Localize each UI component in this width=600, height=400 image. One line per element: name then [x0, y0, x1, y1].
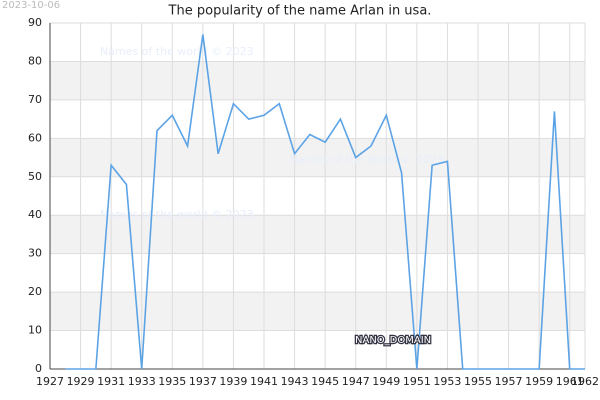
x-tick-label: 1951	[403, 375, 431, 388]
band	[50, 292, 585, 331]
line	[65, 34, 585, 370]
x-tick-label: 1927	[36, 375, 64, 388]
x-tick-label: 1945	[311, 375, 339, 388]
y-tick-label: 40	[28, 208, 42, 221]
band	[50, 215, 585, 254]
watermark: Names of the world © 2023	[100, 45, 254, 58]
x-tick-label: 1933	[128, 375, 156, 388]
x-tick-label: 1937	[189, 375, 217, 388]
y-tick-label: 60	[28, 131, 42, 144]
watermark: Names of the world © 2023	[290, 153, 444, 166]
y-tick-label: 30	[28, 247, 42, 260]
band	[50, 61, 585, 100]
x-tick-label: 1947	[342, 375, 370, 388]
x-tick-label: 1953	[433, 375, 461, 388]
y-tick-label: 50	[28, 170, 42, 183]
annotation: NANO_DOMAIN	[355, 335, 431, 346]
x-tick-label: 1931	[97, 375, 125, 388]
y-tick-label: 10	[28, 324, 42, 337]
x-tick-label: 1949	[372, 375, 400, 388]
y-tick-label: 70	[28, 93, 42, 106]
x-tick-label: 1955	[464, 375, 492, 388]
x-tick-label: 1961	[556, 375, 584, 388]
x-tick-label: 1939	[219, 375, 247, 388]
band	[50, 138, 585, 177]
x-tick-label: 1929	[67, 375, 95, 388]
date-stamp: 2023-10-06	[2, 0, 60, 11]
y-tick-label: 90	[28, 16, 42, 29]
x-tick-label: 1935	[158, 375, 186, 388]
x-tick-label: 1962	[571, 375, 599, 388]
x-tick-label: 1941	[250, 375, 278, 388]
x-tick-label: 1943	[281, 375, 309, 388]
y-tick-label: 20	[28, 285, 42, 298]
watermark: Names of the world © 2023	[100, 208, 254, 221]
x-tick-label: 1959	[525, 375, 553, 388]
y-tick-label: 0	[35, 362, 42, 375]
x-tick-label: 1957	[495, 375, 523, 388]
y-tick-label: 80	[28, 54, 42, 67]
chart-title: The popularity of the name Arlan in usa.	[168, 4, 432, 19]
